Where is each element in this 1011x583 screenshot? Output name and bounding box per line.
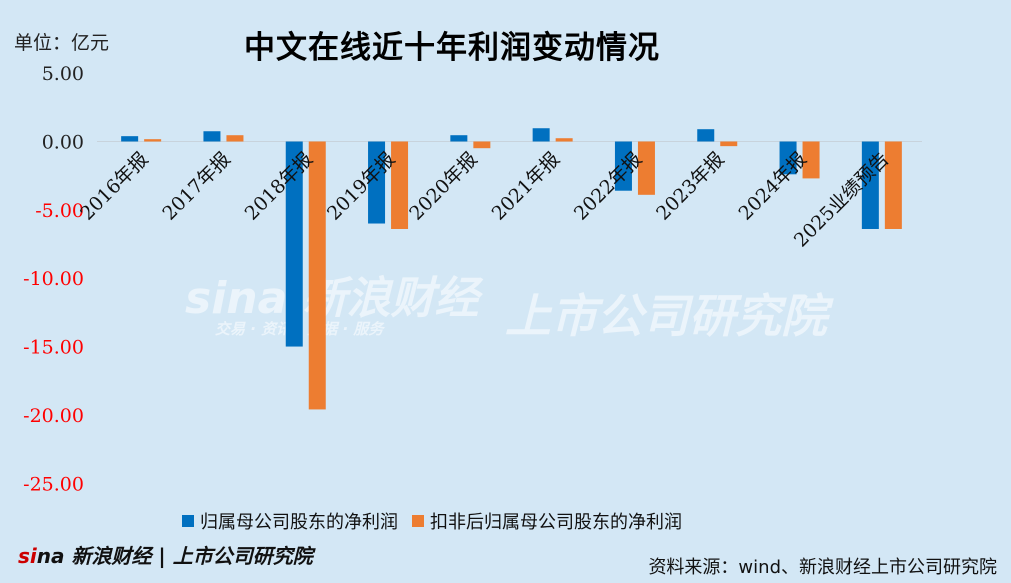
bar-2 [391, 141, 409, 229]
x-tick-label: 2016年报 [76, 148, 153, 225]
watermark-institute: 上市公司研究院 [505, 289, 827, 343]
bar-2 [884, 141, 902, 229]
source-note: 资料来源：wind、新浪财经上市公司研究院 [648, 557, 997, 578]
legend-item-series2: 扣非后归属母公司股东的净利润 [412, 508, 682, 534]
bar-2 [226, 135, 244, 142]
bar-1 [614, 141, 632, 191]
bar-1 [779, 141, 797, 175]
bar-1 [368, 141, 386, 224]
x-tick-label: 2022年报 [570, 148, 647, 225]
bar-2 [720, 141, 738, 147]
x-tick-label: 2017年报 [158, 148, 235, 225]
legend-item-series1: 归属母公司股东的净利润 [182, 508, 398, 534]
bar-2 [555, 138, 573, 142]
y-tick-label: -10.00 [23, 268, 84, 290]
bar-1 [121, 136, 139, 142]
x-tick-label: 2020年报 [405, 148, 482, 225]
x-tick-label: 2023年报 [652, 148, 729, 225]
y-tick-label: 5.00 [42, 63, 84, 85]
y-tick-label: -15.00 [23, 337, 84, 359]
legend-swatch [412, 515, 424, 527]
bar-1 [532, 128, 550, 142]
x-tick-label: 2018年报 [241, 148, 318, 225]
bar-2 [802, 141, 820, 179]
bar-1 [203, 131, 221, 142]
bar-2 [473, 141, 491, 149]
x-tick-label: 2019年报 [323, 148, 400, 225]
bar-1 [861, 141, 879, 229]
y-tick-label: -20.00 [23, 405, 84, 427]
bar-1 [450, 135, 468, 142]
x-tick-label: 2024年报 [734, 148, 811, 225]
bar-2 [637, 141, 655, 195]
legend: 归属母公司股东的净利润 扣非后归属母公司股东的净利润 [182, 508, 682, 534]
bar-2 [144, 139, 162, 142]
legend-label: 扣非后归属母公司股东的净利润 [430, 512, 682, 533]
y-tick-label: -5.00 [35, 200, 84, 222]
watermark-sina: sina 新浪财经 [185, 273, 479, 324]
bar-1 [285, 141, 303, 347]
unit-label: 单位：亿元 [14, 32, 110, 54]
y-tick-label: -25.00 [23, 473, 84, 495]
bar-1 [697, 129, 715, 142]
x-tick-label: 2021年报 [488, 148, 565, 225]
legend-swatch [182, 515, 194, 527]
chart-title: 中文在线近十年利润变动情况 [244, 30, 660, 66]
footer-logo: sina 新浪财经 | 上市公司研究院 [18, 544, 313, 568]
y-tick-label: 0.00 [42, 132, 84, 154]
legend-label: 归属母公司股东的净利润 [200, 512, 398, 533]
bar-2 [308, 141, 326, 410]
